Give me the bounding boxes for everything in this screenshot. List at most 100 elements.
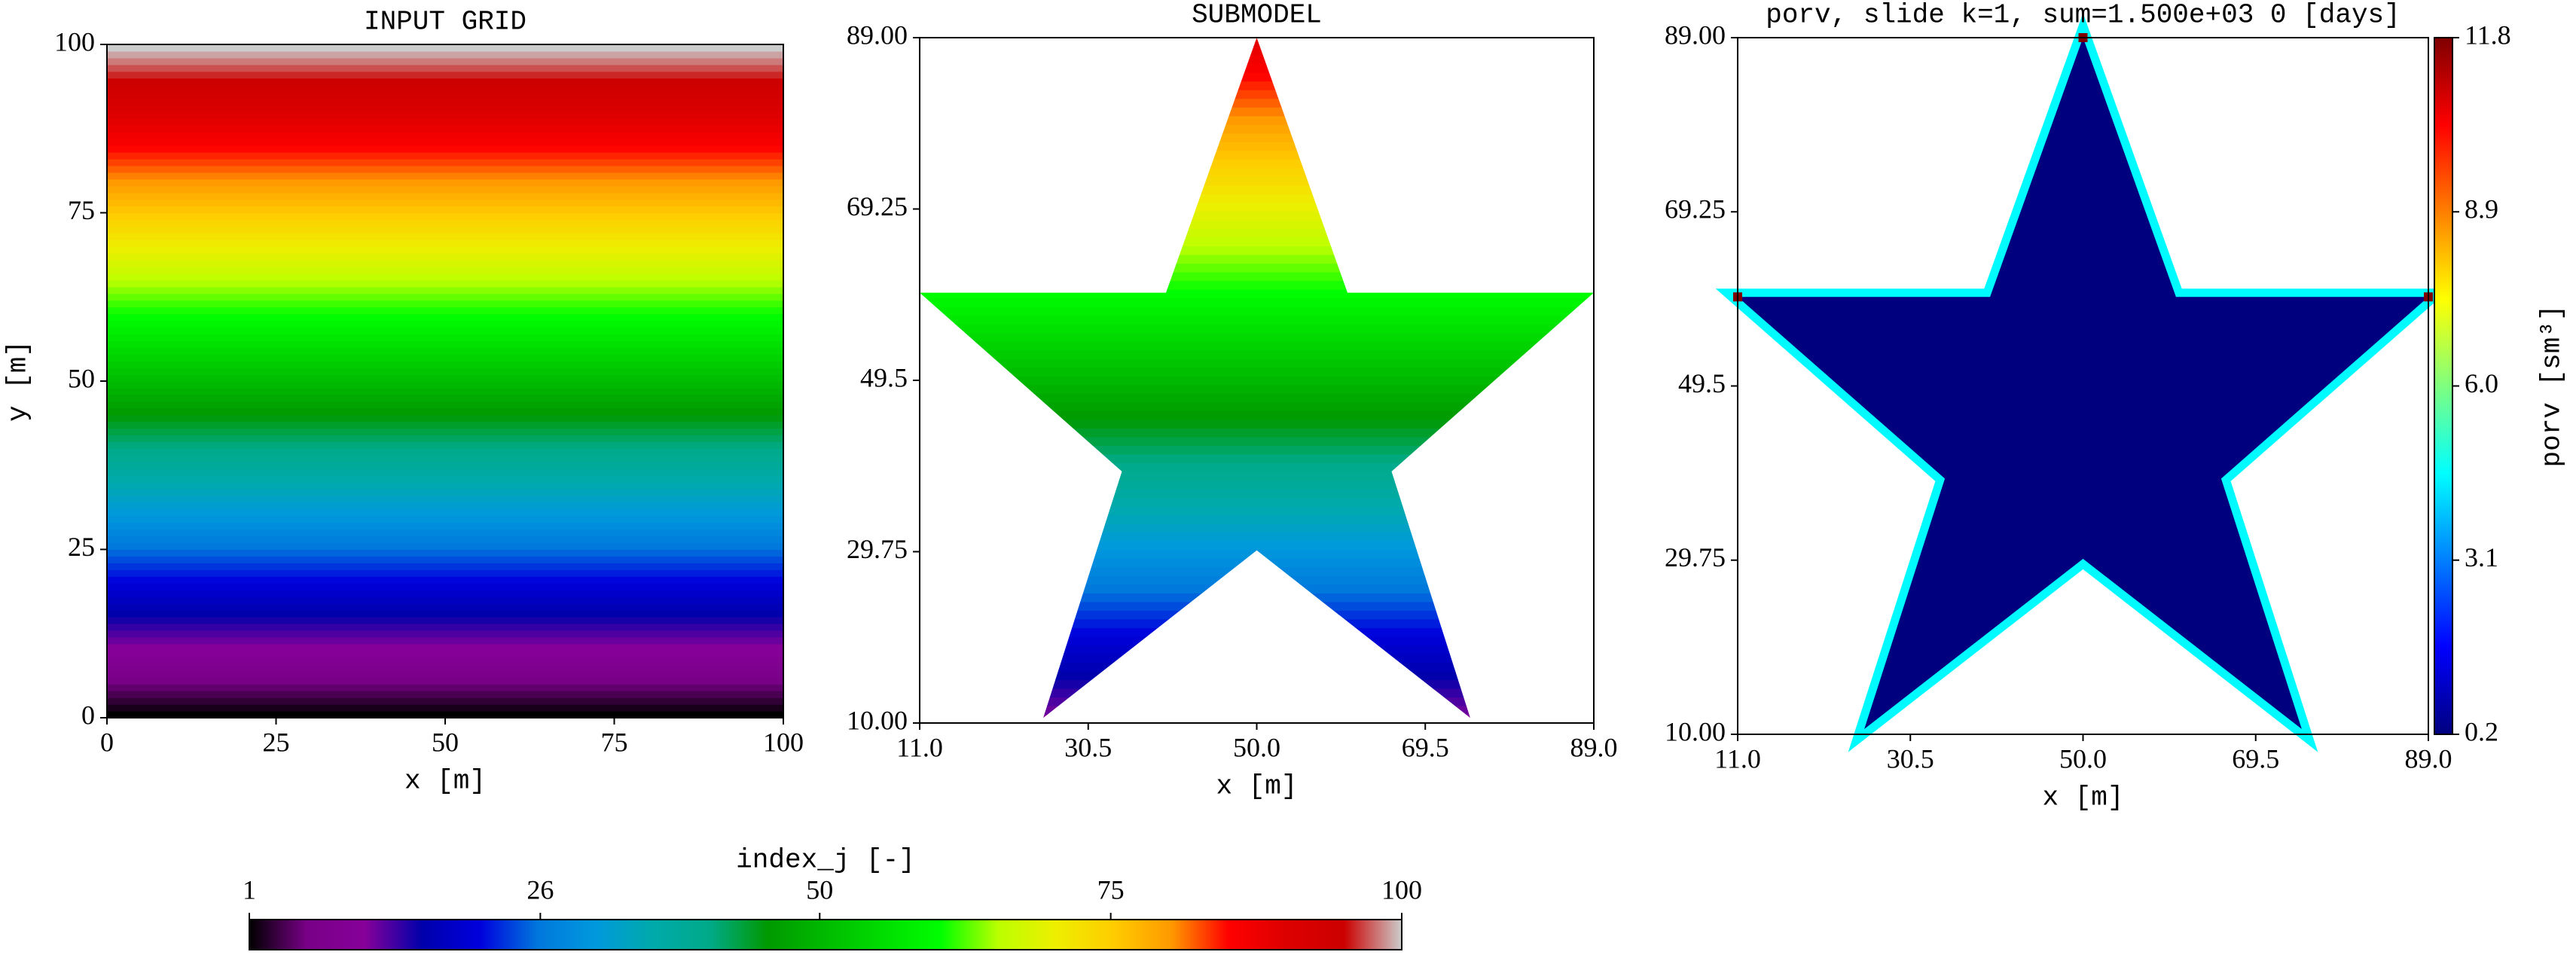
cell-row — [107, 482, 783, 490]
cell-row — [920, 445, 1594, 455]
cell-row — [107, 489, 783, 496]
y-tick-label: 0 — [81, 700, 95, 730]
cell-row — [107, 643, 783, 651]
cell-row — [107, 650, 783, 658]
cell-row — [107, 697, 783, 705]
cell-row — [107, 158, 783, 166]
cell-row — [107, 84, 783, 93]
cell-row — [107, 407, 783, 416]
cell-row — [920, 645, 1594, 654]
cell-row — [107, 139, 783, 146]
cell-row — [107, 374, 783, 382]
x-axis-label: x [m] — [404, 766, 486, 797]
cell-row — [920, 81, 1594, 90]
y-tick-label: 89.00 — [847, 20, 908, 50]
cell-row — [107, 233, 783, 240]
cell-row — [920, 471, 1594, 481]
cell-row — [107, 462, 783, 469]
cell-row — [920, 714, 1594, 718]
cell-row — [920, 662, 1594, 672]
cell-row — [107, 583, 783, 590]
cell-row — [107, 172, 783, 180]
y-axis-label: y [m] — [3, 340, 34, 422]
colorbar-tick-label: 1 — [243, 874, 256, 905]
cell-row — [107, 691, 783, 698]
cell-row — [920, 401, 1594, 411]
cell-row — [107, 576, 783, 584]
x-tick-label: 11.0 — [896, 732, 943, 762]
cell-row — [107, 267, 783, 274]
cell-row — [107, 522, 783, 530]
cell-row — [107, 273, 783, 281]
x-tick-label: 30.5 — [1064, 732, 1112, 762]
cell-row — [920, 697, 1594, 706]
cell-row — [107, 361, 783, 368]
cell-row — [920, 384, 1594, 394]
cell-row — [920, 72, 1594, 82]
cell-row — [920, 289, 1594, 299]
cell-row — [920, 150, 1594, 160]
cell-row — [107, 515, 783, 523]
cell-row — [920, 549, 1594, 559]
y-tick-label: 10.00 — [847, 705, 908, 735]
cell-row — [107, 78, 783, 86]
x-tick-label: 89.0 — [1570, 732, 1618, 762]
x-tick-label: 25 — [263, 727, 290, 757]
cell-row — [107, 495, 783, 503]
cell-row — [107, 596, 783, 604]
cell-row — [920, 63, 1594, 73]
heatmap — [920, 38, 1594, 718]
cell-row — [107, 569, 783, 577]
cell-row — [920, 185, 1594, 194]
heatmap — [107, 44, 783, 718]
cell-row — [920, 254, 1594, 264]
cell-row — [107, 327, 783, 335]
y-tick-label: 49.5 — [1678, 368, 1726, 398]
cell-row — [107, 347, 783, 355]
cell-row — [920, 393, 1594, 403]
y-tick-label: 89.00 — [1665, 20, 1726, 50]
x-tick-label: 11.0 — [1714, 743, 1761, 773]
colorbar-tick-label: 3.1 — [2465, 542, 2498, 572]
cell-row — [107, 664, 783, 672]
cell-row — [107, 44, 783, 52]
cell-row — [107, 556, 783, 563]
x-tick-label: 100 — [763, 727, 804, 757]
cell-row — [107, 192, 783, 200]
cell-row — [107, 219, 783, 227]
cell-row — [920, 566, 1594, 576]
cell-row — [920, 688, 1594, 698]
cell-row — [920, 636, 1594, 645]
cell-row — [920, 358, 1594, 368]
cell-row — [107, 71, 783, 79]
cell-row — [107, 542, 783, 551]
cell-row — [107, 711, 783, 718]
cell-row — [107, 529, 783, 537]
cell-row — [107, 508, 783, 517]
cell-row — [920, 453, 1594, 464]
cell-row — [920, 593, 1594, 603]
cell-row — [920, 627, 1594, 637]
cell-row — [920, 349, 1594, 359]
cell-row — [920, 532, 1594, 542]
cell-row — [920, 419, 1594, 429]
y-tick-label: 75 — [68, 195, 95, 225]
y-tick-label: 29.75 — [847, 534, 908, 564]
x-axis-label: x [m] — [2042, 783, 2123, 813]
cell-row — [107, 684, 783, 691]
cell-row — [107, 320, 783, 328]
chart-title: INPUT GRID — [364, 7, 526, 38]
cell-row — [920, 297, 1594, 307]
cell-row — [107, 105, 783, 112]
cell-row — [107, 354, 783, 362]
cell-row — [107, 50, 783, 59]
cell-row — [107, 563, 783, 570]
cell-row — [107, 616, 783, 624]
cell-row — [107, 603, 783, 611]
cell-row — [107, 260, 783, 267]
cell-row — [107, 118, 783, 126]
cell-row — [920, 376, 1594, 386]
y-tick-label: 10.00 — [1665, 716, 1726, 746]
x-tick-label: 75 — [601, 727, 628, 757]
x-tick-label: 89.0 — [2405, 743, 2452, 773]
